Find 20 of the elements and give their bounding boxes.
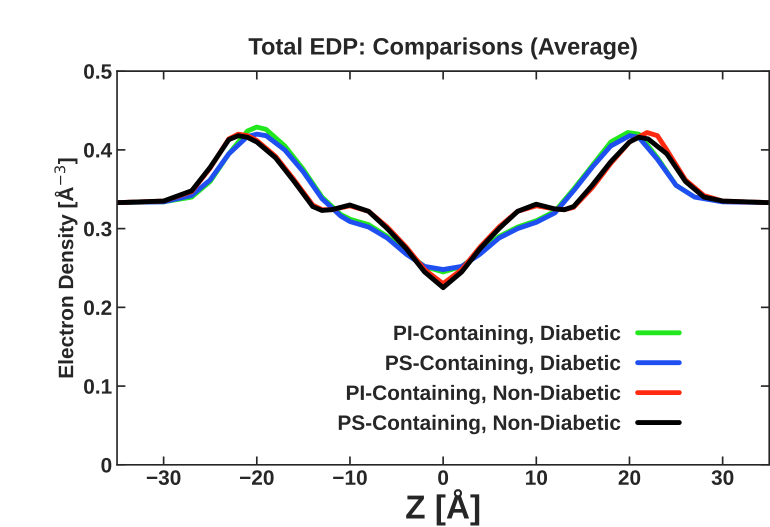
- legend-label: PI-Containing, Non-Diabetic: [346, 384, 620, 404]
- legend-label: PS-Containing, Diabetic: [386, 354, 620, 374]
- y-tick-label: 0.3: [84, 222, 112, 236]
- x-tick-label: 30: [712, 470, 734, 486]
- legend-label: PI-Containing, Diabetic: [394, 324, 620, 344]
- legend-label: PS-Containing, Non-Diabetic: [338, 414, 620, 434]
- x-tick-label: 0: [438, 470, 448, 485]
- y-tick-label: 0: [101, 458, 112, 473]
- y-tick-label: 0.4: [84, 142, 112, 158]
- y-tick-label: 0.1: [84, 379, 112, 394]
- y-tick-label: 0.5: [84, 64, 112, 79]
- x-tick-label: 20: [618, 470, 640, 485]
- x-tick-label: −20: [240, 470, 274, 485]
- x-tick-label: −30: [146, 470, 180, 486]
- chart-title: Total EDP: Comparisons (Average): [248, 37, 637, 60]
- y-axis-title: Electron Density [Å$^{−3}$]: [54, 158, 78, 378]
- x-axis-title: Z [Å]: [406, 489, 480, 526]
- y-tick-label: 0.2: [84, 300, 112, 316]
- x-tick-label: −10: [333, 470, 367, 485]
- x-tick-label: 10: [526, 470, 548, 485]
